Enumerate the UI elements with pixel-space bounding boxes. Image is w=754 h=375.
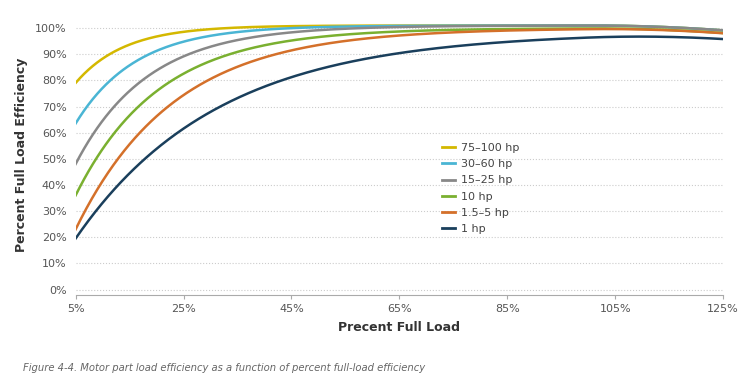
Line: 1 hp: 1 hp bbox=[75, 37, 723, 238]
10 hp bbox=[364, 31, 373, 35]
15–25 hp bbox=[364, 26, 373, 30]
1 hp bbox=[71, 236, 80, 241]
15–25 hp bbox=[71, 162, 80, 166]
75–100 hp bbox=[452, 23, 461, 28]
1.5–5 hp bbox=[185, 88, 195, 93]
75–100 hp bbox=[504, 23, 513, 28]
Line: 75–100 hp: 75–100 hp bbox=[75, 26, 723, 83]
15–25 hp bbox=[452, 24, 461, 28]
10 hp bbox=[185, 68, 195, 72]
Line: 15–25 hp: 15–25 hp bbox=[75, 26, 723, 164]
75–100 hp bbox=[559, 23, 568, 28]
1.5–5 hp bbox=[364, 36, 373, 40]
1 hp bbox=[238, 94, 247, 98]
1.5–5 hp bbox=[238, 63, 247, 67]
30–60 hp bbox=[71, 121, 80, 126]
Line: 30–60 hp: 30–60 hp bbox=[75, 26, 723, 123]
75–100 hp bbox=[584, 23, 593, 28]
15–25 hp bbox=[185, 51, 195, 56]
1.5–5 hp bbox=[504, 28, 513, 33]
75–100 hp bbox=[185, 29, 195, 33]
30–60 hp bbox=[364, 24, 373, 28]
15–25 hp bbox=[559, 23, 568, 28]
10 hp bbox=[719, 31, 728, 35]
1 hp bbox=[504, 40, 513, 44]
30–60 hp bbox=[559, 23, 568, 28]
Line: 10 hp: 10 hp bbox=[75, 28, 723, 195]
Text: Figure 4-4. Motor part load efficiency as a function of percent full-load effici: Figure 4-4. Motor part load efficiency a… bbox=[23, 363, 425, 373]
1.5–5 hp bbox=[452, 30, 461, 34]
1.5–5 hp bbox=[719, 31, 728, 36]
15–25 hp bbox=[719, 28, 728, 33]
1.5–5 hp bbox=[601, 27, 610, 31]
15–25 hp bbox=[238, 37, 247, 41]
15–25 hp bbox=[587, 23, 596, 28]
Legend: 75–100 hp, 30–60 hp, 15–25 hp, 10 hp, 1.5–5 hp, 1 hp: 75–100 hp, 30–60 hp, 15–25 hp, 10 hp, 1.… bbox=[437, 139, 523, 238]
15–25 hp bbox=[504, 24, 513, 28]
10 hp bbox=[71, 193, 80, 198]
30–60 hp bbox=[452, 23, 461, 28]
1 hp bbox=[364, 56, 373, 60]
10 hp bbox=[559, 26, 568, 31]
30–60 hp bbox=[584, 23, 593, 28]
1.5–5 hp bbox=[559, 27, 568, 32]
10 hp bbox=[238, 48, 247, 53]
10 hp bbox=[591, 26, 600, 31]
1 hp bbox=[719, 37, 728, 41]
X-axis label: Precent Full Load: Precent Full Load bbox=[339, 321, 461, 334]
75–100 hp bbox=[71, 81, 80, 85]
75–100 hp bbox=[719, 28, 728, 33]
Y-axis label: Percent Full Load Efficiency: Percent Full Load Efficiency bbox=[15, 58, 28, 252]
1 hp bbox=[185, 122, 195, 126]
1.5–5 hp bbox=[71, 227, 80, 232]
1 hp bbox=[559, 36, 568, 41]
Line: 1.5–5 hp: 1.5–5 hp bbox=[75, 29, 723, 230]
75–100 hp bbox=[364, 23, 373, 28]
30–60 hp bbox=[185, 38, 195, 42]
30–60 hp bbox=[719, 28, 728, 33]
75–100 hp bbox=[238, 25, 247, 30]
10 hp bbox=[452, 27, 461, 32]
30–60 hp bbox=[504, 23, 513, 28]
10 hp bbox=[504, 27, 513, 31]
1 hp bbox=[634, 34, 643, 39]
30–60 hp bbox=[238, 29, 247, 34]
1 hp bbox=[452, 44, 461, 48]
